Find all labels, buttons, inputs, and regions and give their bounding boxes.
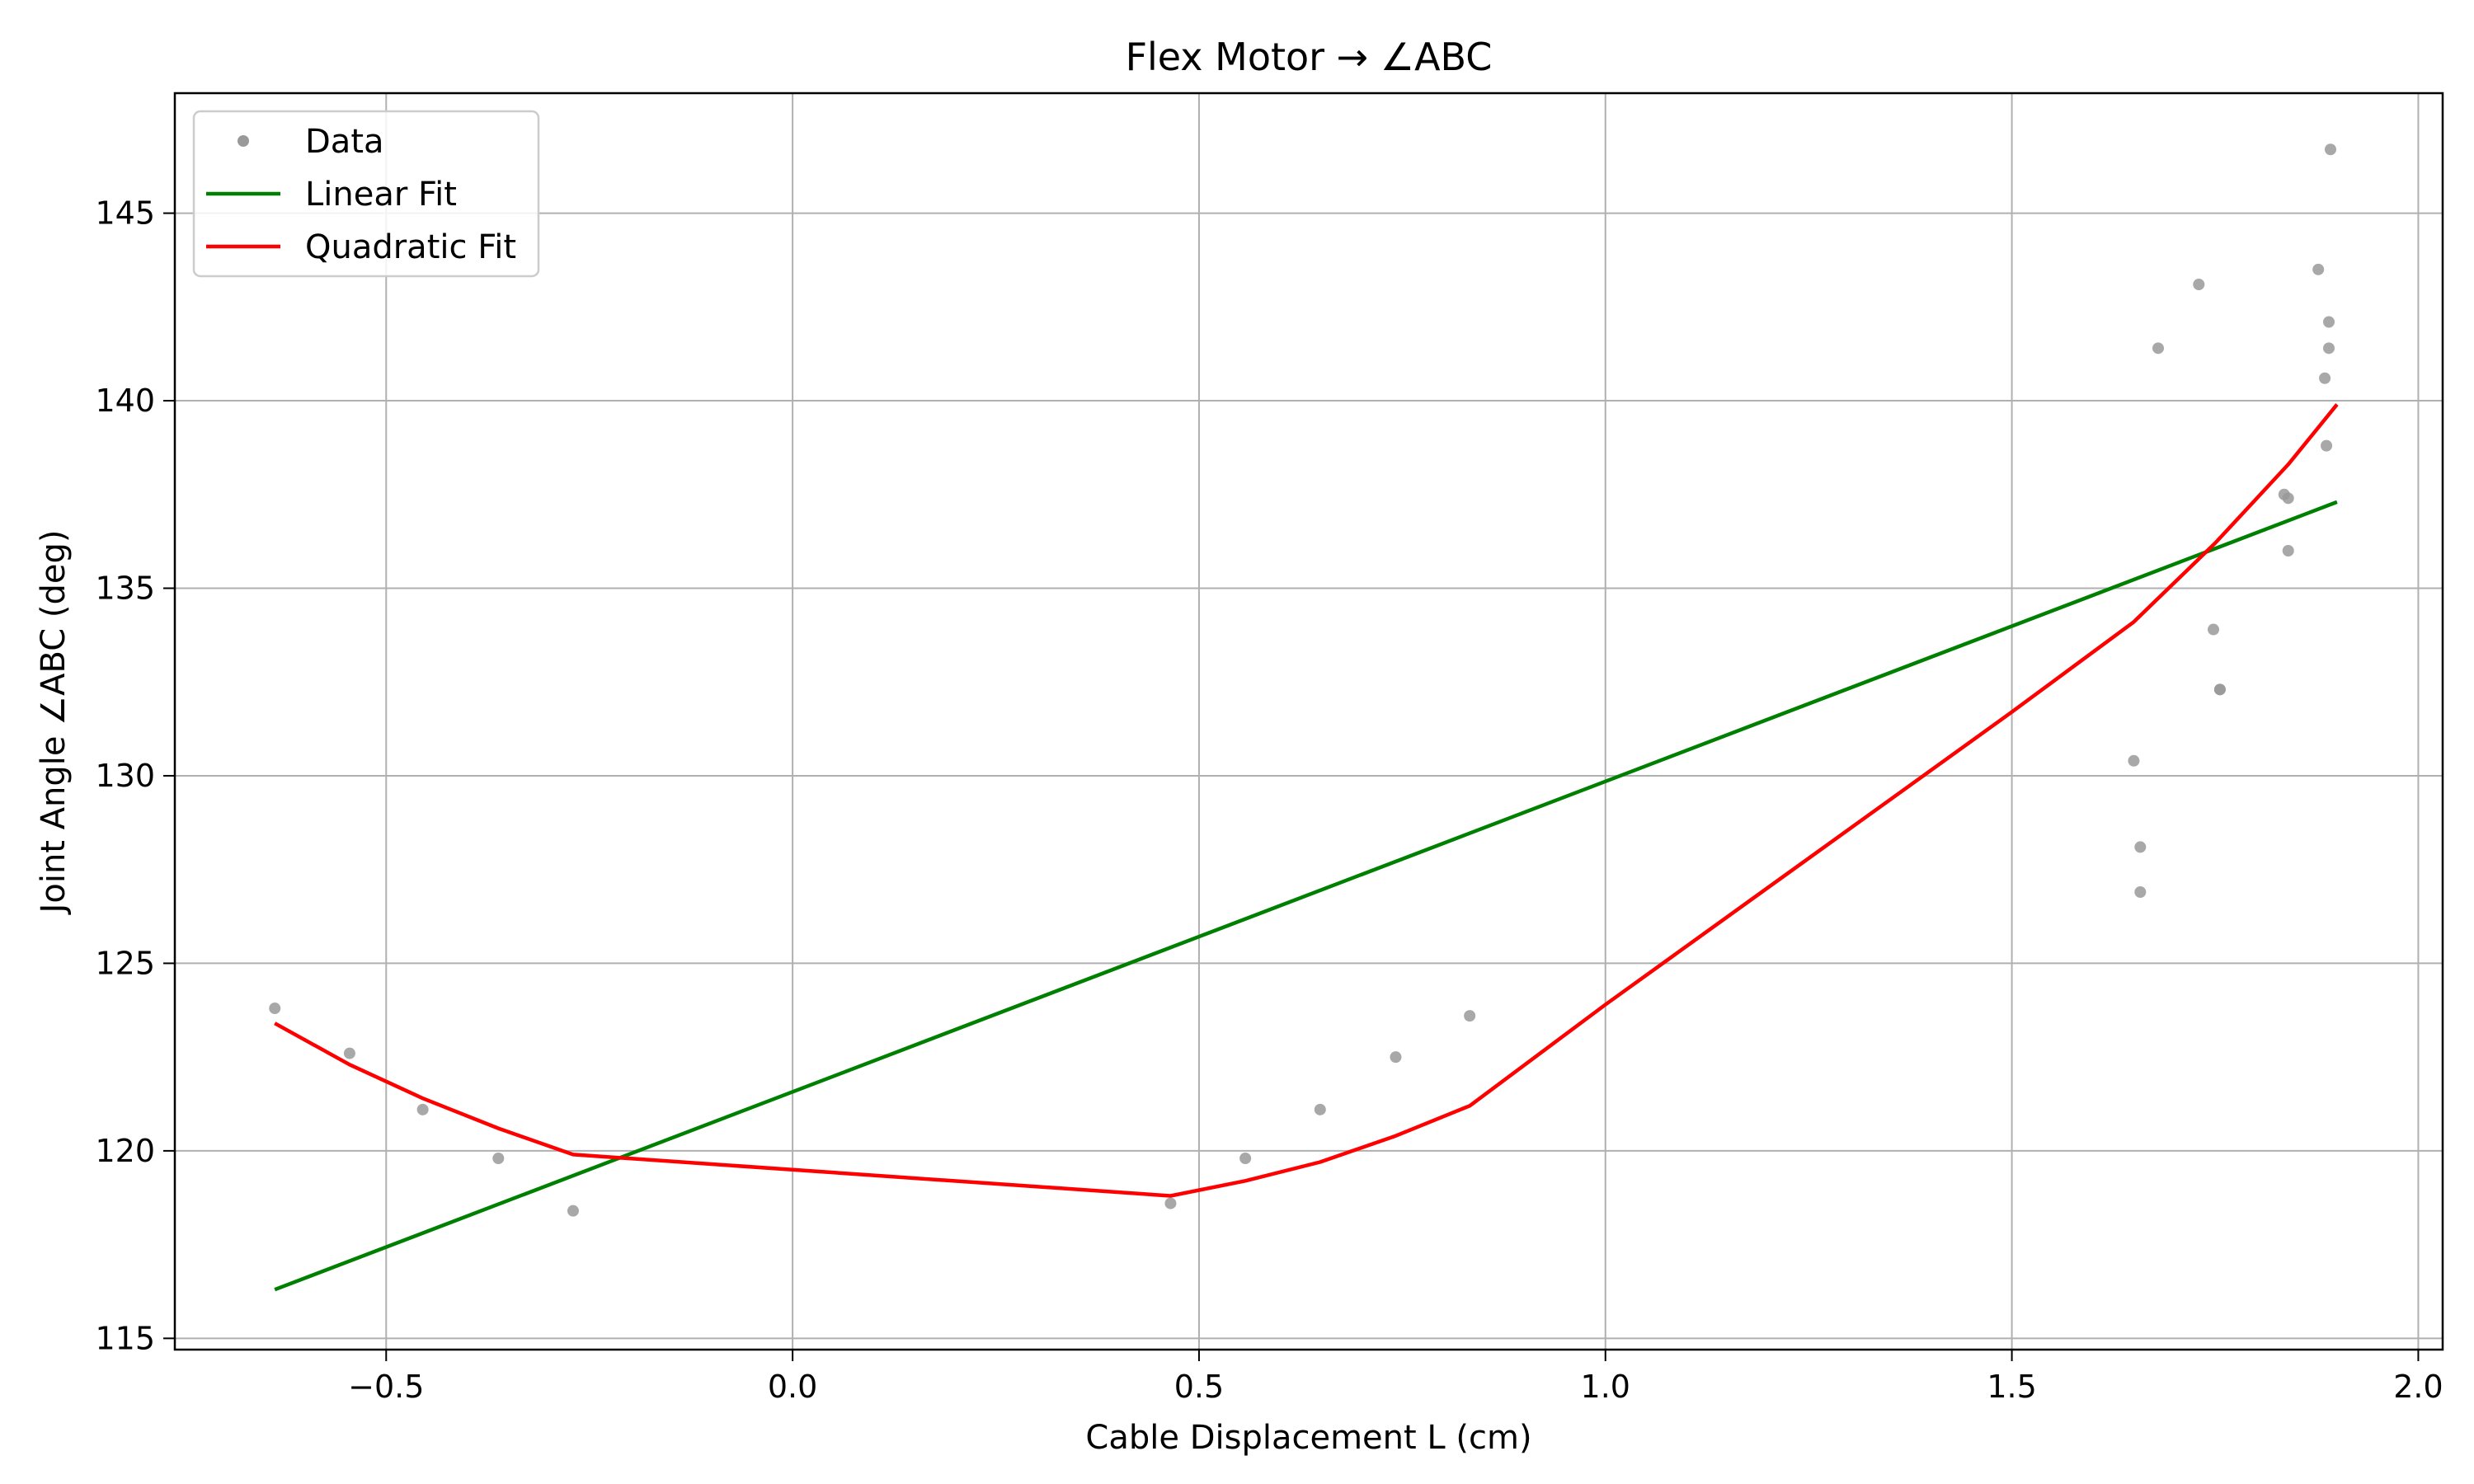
x-axis-ticks: −0.5 0.0 0.5 1.0 1.5 2.0 [348, 1350, 2443, 1405]
data-point [343, 1047, 355, 1059]
legend-label: Data [305, 123, 384, 161]
data-point [1314, 1103, 1326, 1115]
data-point [2134, 841, 2147, 853]
data-point [2319, 372, 2331, 384]
legend-label: Quadratic Fit [305, 228, 516, 266]
data-point [2213, 683, 2226, 696]
x-tick-label: 0.5 [1174, 1369, 1224, 1405]
legend: Data Linear Fit Quadratic Fit [192, 110, 540, 278]
x-tick-label: −0.5 [348, 1369, 424, 1405]
legend-box [192, 110, 540, 278]
data-point [2128, 754, 2140, 767]
quadratic-fit-line [274, 403, 2339, 1198]
data-point [1464, 1010, 1476, 1022]
y-axis-ticks: 115 120 125 130 135 140 145 [95, 195, 175, 1356]
data-point [1164, 1197, 1177, 1209]
data-point [2323, 342, 2335, 355]
y-tick-label: 135 [95, 571, 155, 607]
grid [175, 93, 2443, 1350]
y-tick-label: 140 [95, 383, 155, 419]
data-point [1390, 1051, 1402, 1064]
data-point [2208, 623, 2220, 636]
y-tick-label: 115 [95, 1320, 155, 1356]
series-layer [269, 143, 2339, 1292]
y-tick-label: 125 [95, 945, 155, 981]
data-point [416, 1103, 429, 1115]
y-tick-label: 145 [95, 195, 155, 232]
y-tick-label: 120 [95, 1133, 155, 1169]
data-point [2193, 279, 2205, 291]
legend-marker [238, 135, 249, 147]
x-tick-label: 2.0 [2393, 1369, 2443, 1405]
data-point [492, 1152, 505, 1164]
data-point [2324, 143, 2336, 156]
data-point [2134, 885, 2147, 898]
data-point [567, 1205, 579, 1217]
x-tick-label: 0.0 [768, 1369, 817, 1405]
x-tick-label: 1.0 [1581, 1369, 1630, 1405]
chart-title: Flex Motor → ∠ABC [1126, 35, 1493, 79]
data-point [1239, 1152, 1252, 1164]
data-point [2282, 492, 2294, 505]
data-point [2321, 439, 2333, 452]
data-point [2152, 342, 2165, 355]
legend-label: Linear Fit [305, 176, 457, 214]
data-point [2282, 545, 2294, 557]
y-axis-label: Joint Angle ∠ABC (deg) [35, 530, 73, 916]
data-point [2312, 263, 2325, 275]
data-point [2323, 316, 2335, 328]
plot-frame [173, 92, 2444, 1351]
x-tick-label: 1.5 [1987, 1369, 2036, 1405]
x-axis-label: Cable Displacement L (cm) [1085, 1419, 1531, 1457]
data-point [269, 1003, 281, 1015]
y-tick-label: 130 [95, 758, 155, 794]
